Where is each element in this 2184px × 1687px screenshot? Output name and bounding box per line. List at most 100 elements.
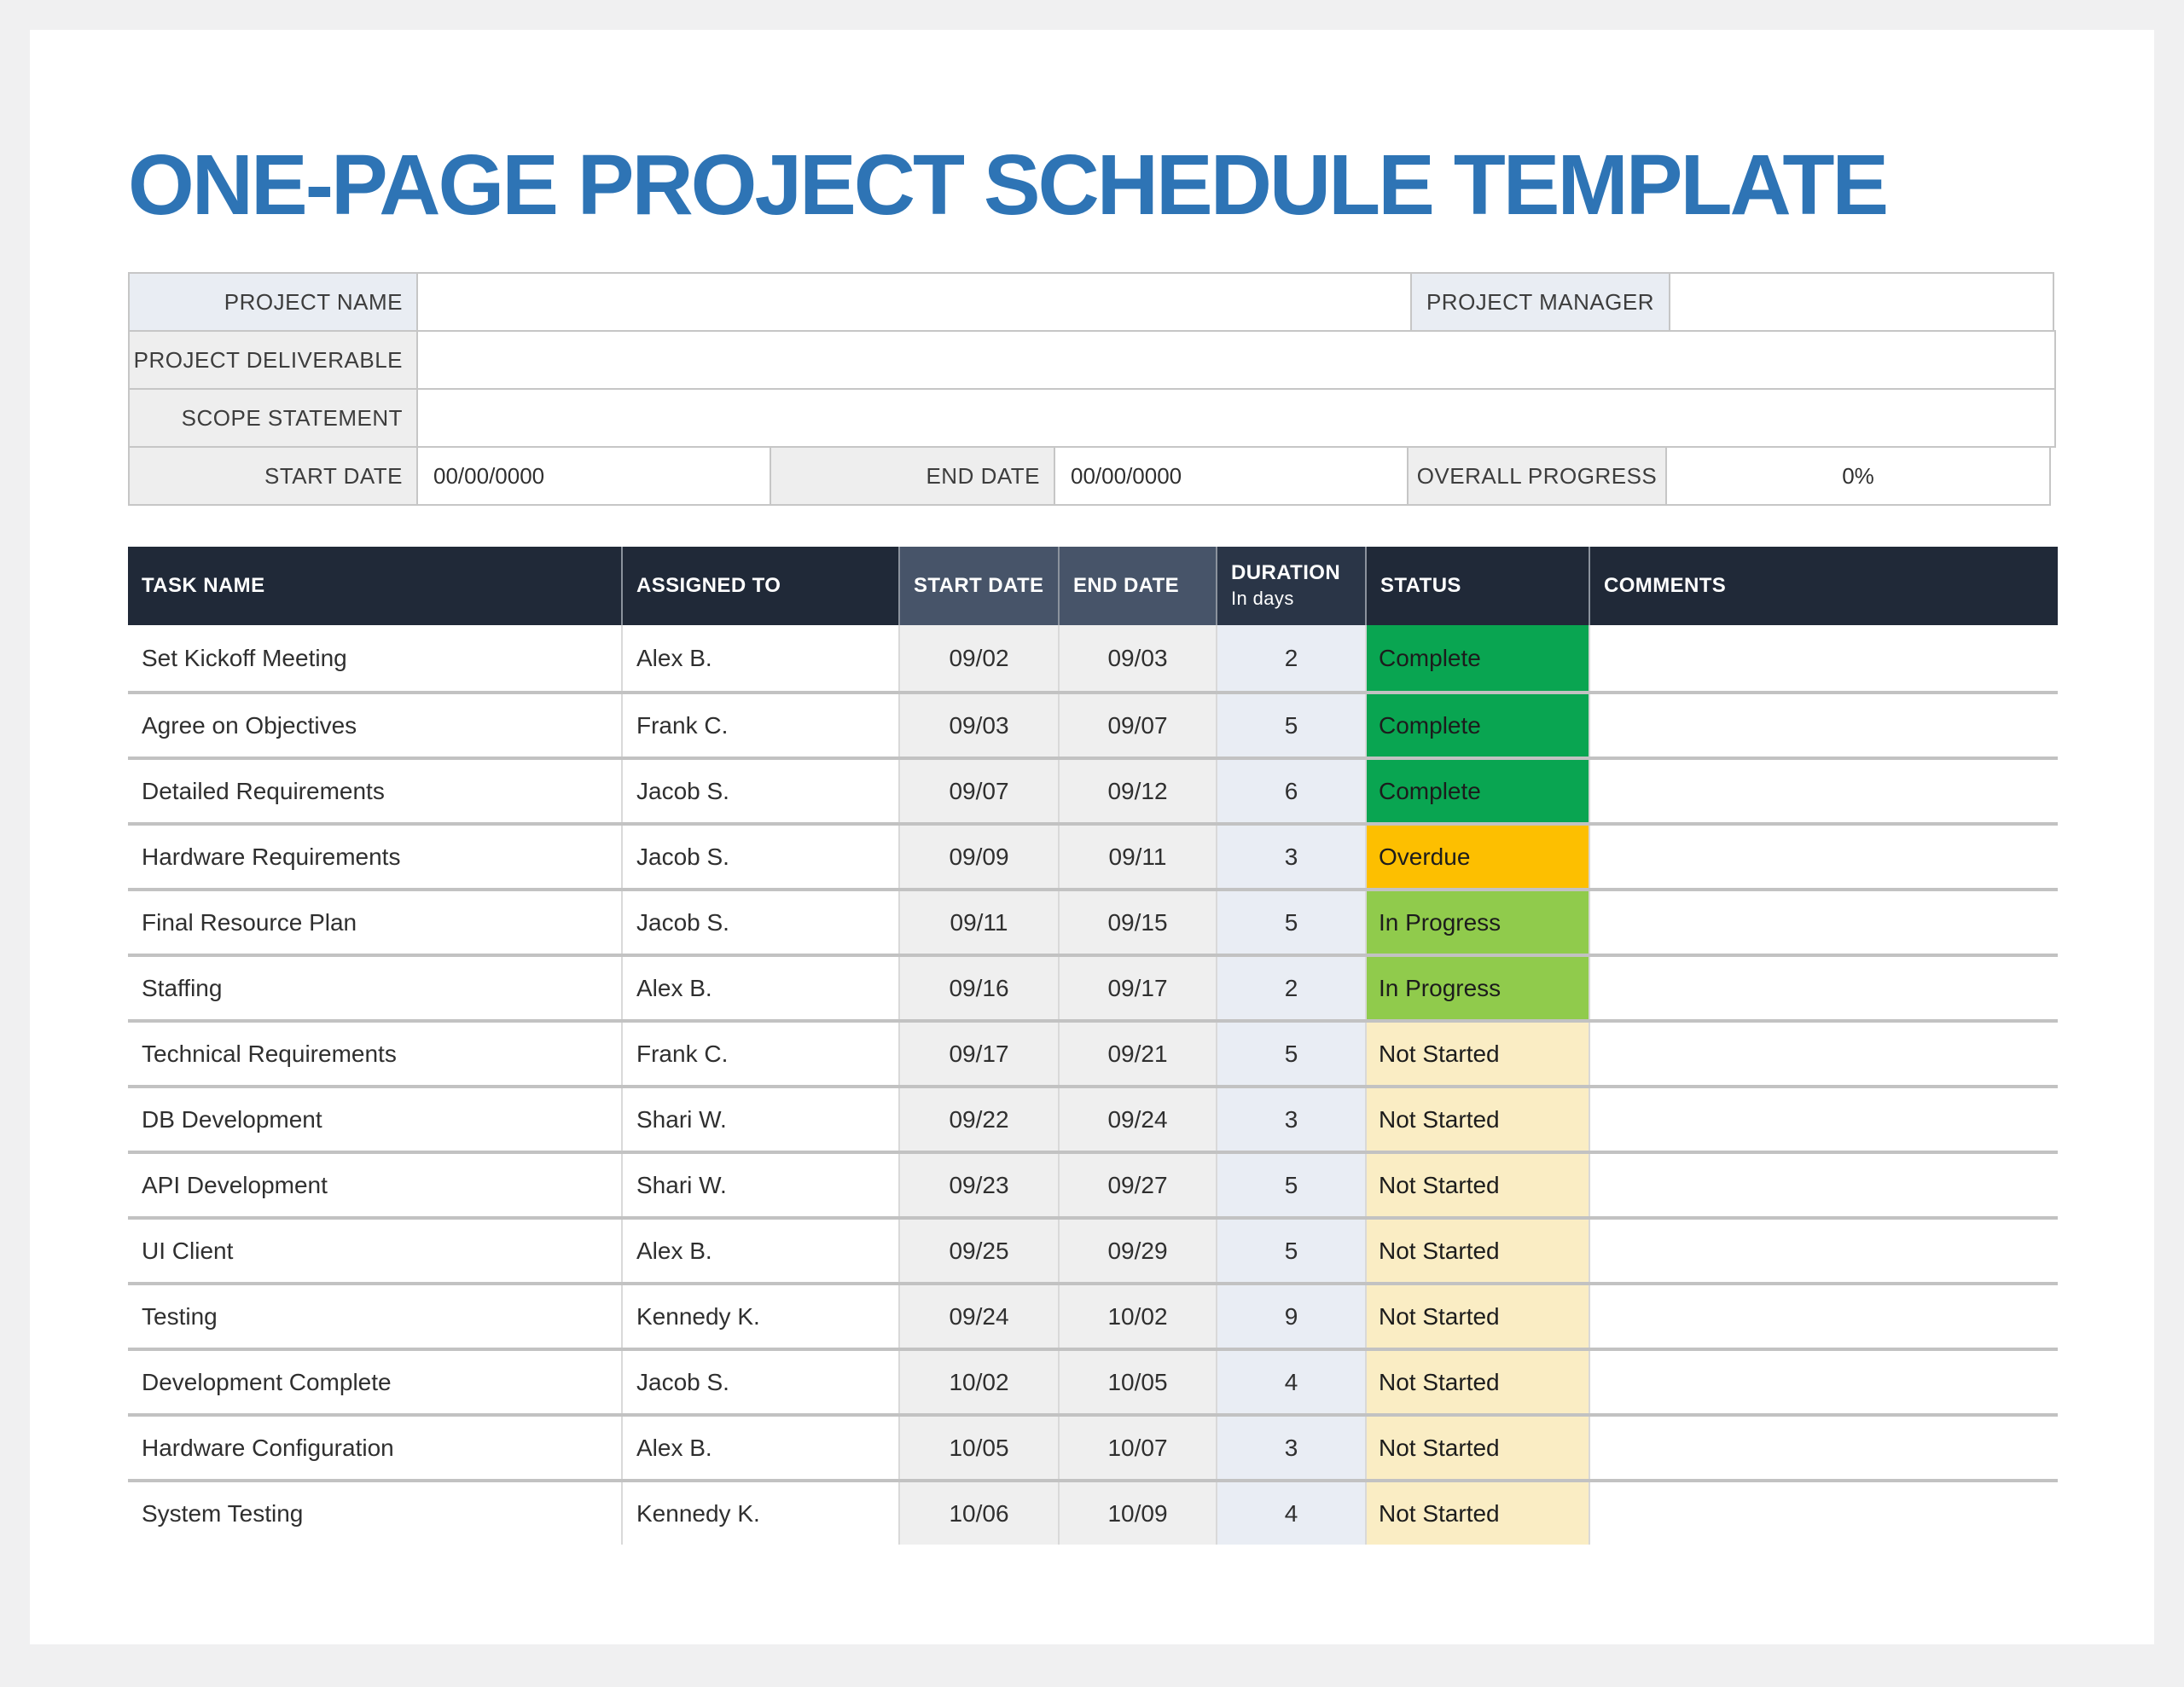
comments-cell[interactable]	[1589, 1285, 2058, 1348]
assigned-to-cell[interactable]: Alex B.	[621, 625, 898, 691]
comments-cell[interactable]	[1589, 1154, 2058, 1216]
task-name-cell[interactable]: Hardware Configuration	[128, 1417, 621, 1479]
overall-progress-value[interactable]: 0%	[1665, 446, 2051, 506]
end-date-field[interactable]: 00/00/0000	[1054, 446, 1409, 506]
task-name-cell[interactable]: Agree on Objectives	[128, 694, 621, 757]
assigned-to-cell[interactable]: Shari W.	[621, 1154, 898, 1216]
status-cell[interactable]: Overdue	[1365, 826, 1589, 888]
comments-cell[interactable]	[1589, 1351, 2058, 1413]
start-date-cell[interactable]: 09/16	[898, 957, 1058, 1019]
status-cell[interactable]: Not Started	[1365, 1154, 1589, 1216]
start-date-cell[interactable]: 09/25	[898, 1220, 1058, 1282]
start-date-cell[interactable]: 09/02	[898, 625, 1058, 691]
start-date-cell[interactable]: 10/02	[898, 1351, 1058, 1413]
status-cell[interactable]: Not Started	[1365, 1285, 1589, 1348]
assigned-to-cell[interactable]: Jacob S.	[621, 1351, 898, 1413]
task-name-cell[interactable]: Technical Requirements	[128, 1023, 621, 1085]
status-cell[interactable]: Not Started	[1365, 1482, 1589, 1545]
assigned-to-cell[interactable]: Jacob S.	[621, 760, 898, 822]
assigned-to-cell[interactable]: Alex B.	[621, 1417, 898, 1479]
status-cell[interactable]: Complete	[1365, 694, 1589, 757]
end-date-cell[interactable]: 10/07	[1058, 1417, 1216, 1479]
comments-cell[interactable]	[1589, 760, 2058, 822]
duration-cell[interactable]: 3	[1216, 826, 1365, 888]
task-name-cell[interactable]: Hardware Requirements	[128, 826, 621, 888]
duration-cell[interactable]: 5	[1216, 1220, 1365, 1282]
assigned-to-cell[interactable]: Alex B.	[621, 1220, 898, 1282]
task-name-cell[interactable]: Testing	[128, 1285, 621, 1348]
duration-cell[interactable]: 5	[1216, 694, 1365, 757]
end-date-cell[interactable]: 09/03	[1058, 625, 1216, 691]
scope-statement-field[interactable]	[416, 388, 2056, 448]
duration-cell[interactable]: 3	[1216, 1417, 1365, 1479]
start-date-cell[interactable]: 09/22	[898, 1088, 1058, 1151]
task-name-cell[interactable]: Development Complete	[128, 1351, 621, 1413]
comments-cell[interactable]	[1589, 826, 2058, 888]
end-date-cell[interactable]: 09/27	[1058, 1154, 1216, 1216]
assigned-to-cell[interactable]: Frank C.	[621, 694, 898, 757]
assigned-to-cell[interactable]: Jacob S.	[621, 826, 898, 888]
project-name-field[interactable]	[416, 272, 1412, 332]
assigned-to-cell[interactable]: Frank C.	[621, 1023, 898, 1085]
duration-cell[interactable]: 4	[1216, 1482, 1365, 1545]
start-date-field[interactable]: 00/00/0000	[416, 446, 771, 506]
comments-cell[interactable]	[1589, 1088, 2058, 1151]
comments-cell[interactable]	[1589, 694, 2058, 757]
start-date-cell[interactable]: 09/23	[898, 1154, 1058, 1216]
comments-cell[interactable]	[1589, 1220, 2058, 1282]
assigned-to-cell[interactable]: Kennedy K.	[621, 1482, 898, 1545]
status-cell[interactable]: Not Started	[1365, 1417, 1589, 1479]
end-date-cell[interactable]: 10/09	[1058, 1482, 1216, 1545]
comments-cell[interactable]	[1589, 1023, 2058, 1085]
comments-cell[interactable]	[1589, 1482, 2058, 1545]
duration-cell[interactable]: 9	[1216, 1285, 1365, 1348]
start-date-cell[interactable]: 09/07	[898, 760, 1058, 822]
end-date-cell[interactable]: 09/17	[1058, 957, 1216, 1019]
end-date-cell[interactable]: 09/21	[1058, 1023, 1216, 1085]
status-cell[interactable]: Not Started	[1365, 1023, 1589, 1085]
start-date-cell[interactable]: 09/03	[898, 694, 1058, 757]
comments-cell[interactable]	[1589, 957, 2058, 1019]
task-name-cell[interactable]: Final Resource Plan	[128, 891, 621, 954]
start-date-cell[interactable]: 10/05	[898, 1417, 1058, 1479]
task-name-cell[interactable]: Set Kickoff Meeting	[128, 625, 621, 691]
status-cell[interactable]: Not Started	[1365, 1351, 1589, 1413]
start-date-cell[interactable]: 09/24	[898, 1285, 1058, 1348]
status-cell[interactable]: Complete	[1365, 625, 1589, 691]
status-cell[interactable]: In Progress	[1365, 957, 1589, 1019]
duration-cell[interactable]: 5	[1216, 1023, 1365, 1085]
task-name-cell[interactable]: Staffing	[128, 957, 621, 1019]
duration-cell[interactable]: 5	[1216, 1154, 1365, 1216]
task-name-cell[interactable]: System Testing	[128, 1482, 621, 1545]
task-name-cell[interactable]: API Development	[128, 1154, 621, 1216]
status-cell[interactable]: Not Started	[1365, 1088, 1589, 1151]
comments-cell[interactable]	[1589, 1417, 2058, 1479]
task-name-cell[interactable]: Detailed Requirements	[128, 760, 621, 822]
end-date-cell[interactable]: 09/15	[1058, 891, 1216, 954]
end-date-cell[interactable]: 09/11	[1058, 826, 1216, 888]
duration-cell[interactable]: 5	[1216, 891, 1365, 954]
start-date-cell[interactable]: 09/11	[898, 891, 1058, 954]
assigned-to-cell[interactable]: Jacob S.	[621, 891, 898, 954]
project-manager-field[interactable]	[1669, 272, 2054, 332]
comments-cell[interactable]	[1589, 891, 2058, 954]
duration-cell[interactable]: 4	[1216, 1351, 1365, 1413]
comments-cell[interactable]	[1589, 625, 2058, 691]
end-date-cell[interactable]: 09/29	[1058, 1220, 1216, 1282]
assigned-to-cell[interactable]: Alex B.	[621, 957, 898, 1019]
status-cell[interactable]: In Progress	[1365, 891, 1589, 954]
status-cell[interactable]: Not Started	[1365, 1220, 1589, 1282]
duration-cell[interactable]: 6	[1216, 760, 1365, 822]
end-date-cell[interactable]: 09/24	[1058, 1088, 1216, 1151]
task-name-cell[interactable]: UI Client	[128, 1220, 621, 1282]
start-date-cell[interactable]: 09/17	[898, 1023, 1058, 1085]
end-date-cell[interactable]: 10/02	[1058, 1285, 1216, 1348]
end-date-cell[interactable]: 09/12	[1058, 760, 1216, 822]
duration-cell[interactable]: 3	[1216, 1088, 1365, 1151]
start-date-cell[interactable]: 09/09	[898, 826, 1058, 888]
duration-cell[interactable]: 2	[1216, 957, 1365, 1019]
assigned-to-cell[interactable]: Shari W.	[621, 1088, 898, 1151]
start-date-cell[interactable]: 10/06	[898, 1482, 1058, 1545]
assigned-to-cell[interactable]: Kennedy K.	[621, 1285, 898, 1348]
duration-cell[interactable]: 2	[1216, 625, 1365, 691]
